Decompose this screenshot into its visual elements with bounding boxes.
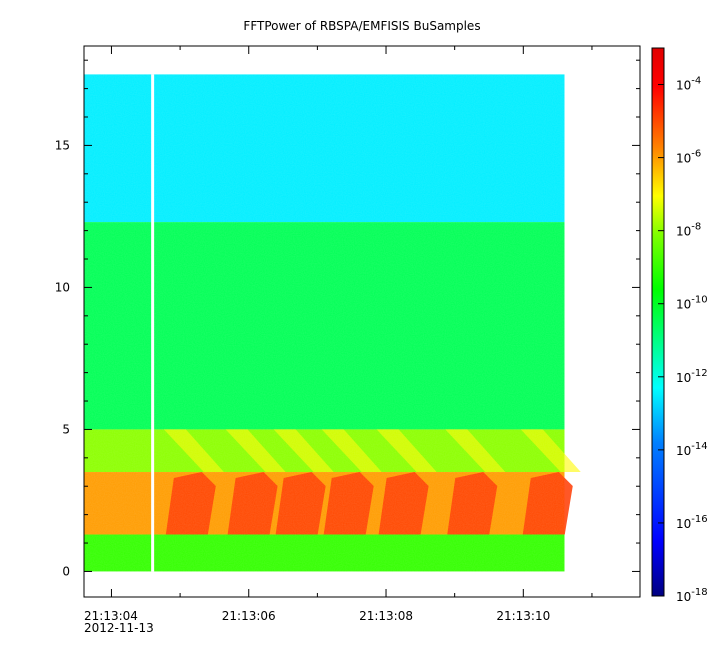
colorbar-tick-label-1: 10-16 [676, 514, 708, 531]
colorbar-tick-label-0: 10-18 [676, 587, 708, 604]
colorbar-tick-base: 10 [676, 590, 691, 604]
colorbar-tick-exponent: -10 [691, 295, 707, 306]
colorbar-tick-exponent: -16 [691, 514, 707, 525]
y-tick-label-2: 10 [55, 280, 70, 294]
colorbar-tick-label-6: 10-6 [676, 149, 701, 166]
colorbar-tick-base: 10 [676, 444, 691, 458]
y-tick-label-0: 0 [62, 564, 70, 578]
x-tick-label-3: 21:13:10 [496, 609, 550, 623]
colorbar-tick-exponent: -8 [691, 222, 701, 233]
colorbar-gradient [651, 47, 665, 597]
data-gap [151, 74, 155, 572]
colorbar-tick-exponent: -6 [691, 149, 701, 160]
colorbar-tick-exponent: -18 [691, 587, 707, 598]
x-date-label: 2012-11-13 [84, 621, 154, 635]
colorbar-tick-base: 10 [676, 298, 691, 312]
plot-frame [83, 45, 641, 598]
y-tick-label-1: 5 [62, 422, 70, 436]
y-tick-label-3: 15 [55, 138, 70, 152]
colorbar-tick-base: 10 [676, 225, 691, 239]
x-tick-label-1: 21:13:06 [222, 609, 276, 623]
colorbar-tick-label-5: 10-8 [676, 222, 701, 239]
x-axis: 21:13:04 21:13:06 21:13:08 21:13:10 [84, 46, 593, 623]
colorbar-tick-base: 10 [676, 371, 691, 385]
colorbar-tick-label-4: 10-10 [676, 295, 708, 312]
colorbar-tick-label-7: 10-4 [676, 76, 701, 93]
colorbar-tick-base: 10 [676, 79, 691, 93]
colorbar-tick-exponent: -4 [691, 76, 701, 87]
colorbar-tick-base: 10 [676, 517, 691, 531]
colorbar-tick-base: 10 [676, 152, 691, 166]
colorbar-tick-exponent: -14 [691, 441, 707, 452]
colorbar-tick-label-2: 10-14 [676, 441, 708, 458]
x-tick-label-0: 21:13:04 [84, 609, 138, 623]
heatmap-texture [84, 74, 565, 572]
plot-area [84, 74, 581, 572]
y-axis: 0 5 10 15 [55, 59, 640, 578]
colorbar-tick-label-3: 10-12 [676, 368, 708, 385]
chart-title: FFTPower of RBSPA/EMFISIS BuSamples [243, 19, 480, 33]
colorbar-tick-exponent: -12 [691, 368, 707, 379]
x-tick-label-2: 21:13:08 [359, 609, 413, 623]
